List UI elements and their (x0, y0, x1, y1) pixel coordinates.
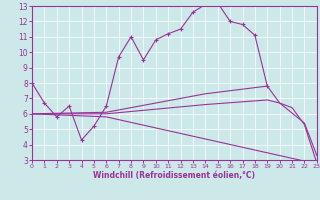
X-axis label: Windchill (Refroidissement éolien,°C): Windchill (Refroidissement éolien,°C) (93, 171, 255, 180)
